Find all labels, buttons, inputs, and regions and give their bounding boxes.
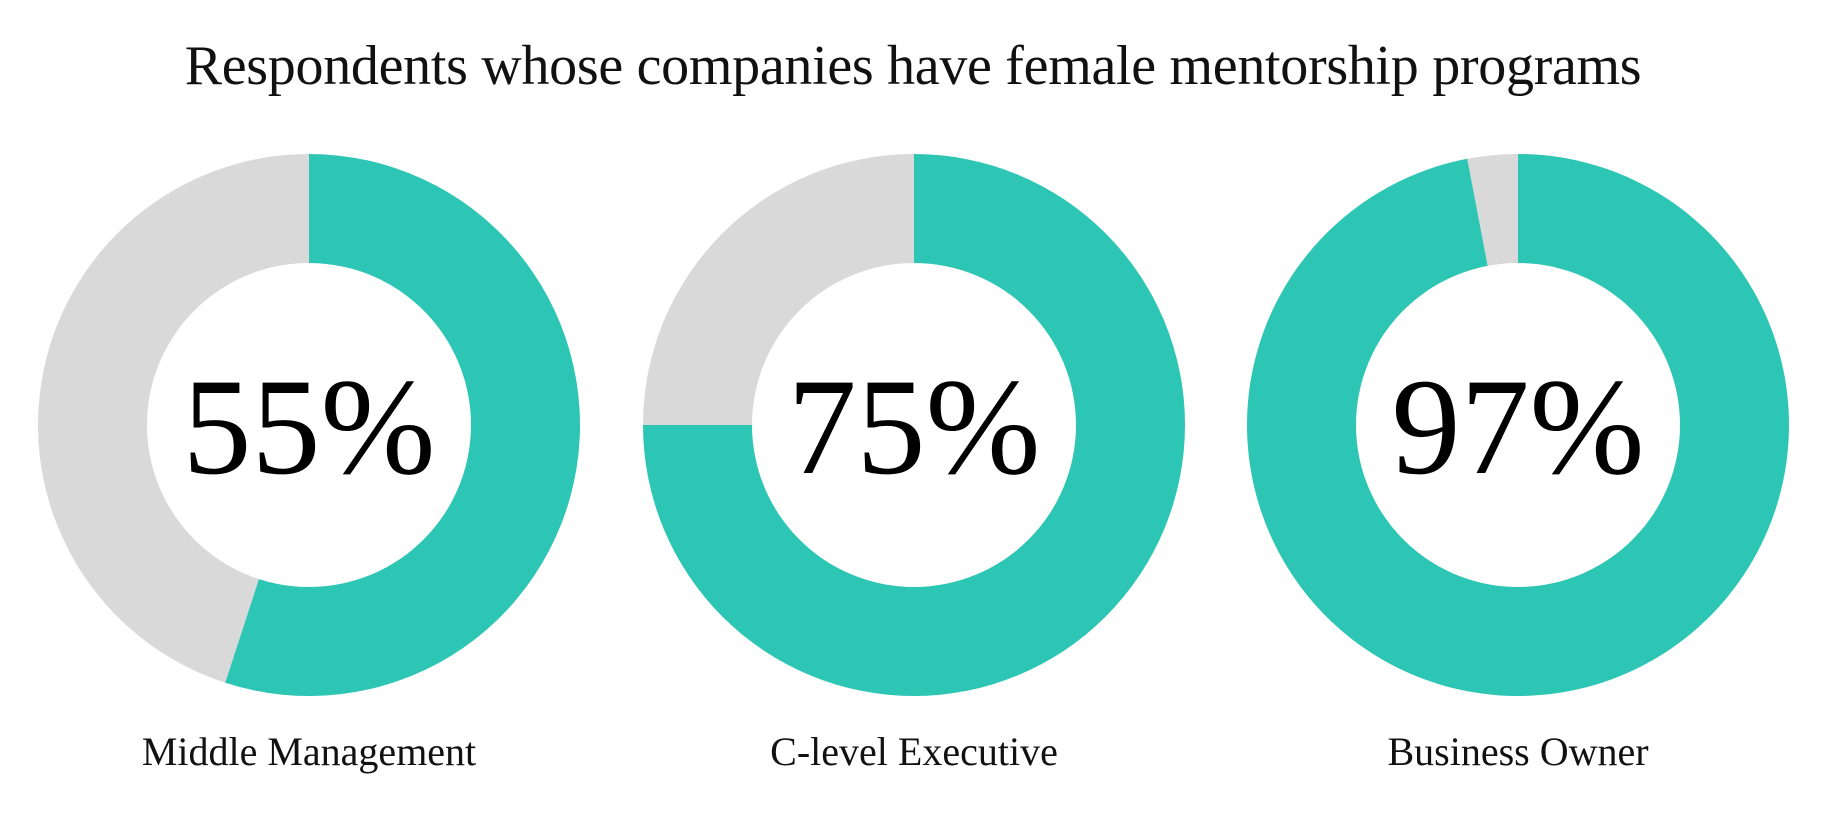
donut-remainder-slice [1467, 154, 1518, 266]
donut-value-slice [643, 154, 1185, 696]
percentage-label: 55% [183, 350, 436, 503]
percentage-label: 75% [788, 350, 1041, 503]
donut-value-slice [1247, 154, 1789, 696]
donut-remainder-slice [38, 154, 310, 683]
percentage-label: 97% [1392, 350, 1645, 503]
donut-value-slice [225, 154, 580, 696]
donut-middle-management: 55% Middle Management [38, 154, 580, 774]
chart-title: Respondents whose companies have female … [184, 35, 1642, 97]
category-label: Business Owner [1387, 729, 1648, 774]
category-label: Middle Management [142, 729, 476, 774]
donut-business-owner: 97% Business Owner [1247, 154, 1789, 774]
donut-remainder-slice [643, 154, 914, 425]
category-label: C-level Executive [770, 729, 1058, 774]
donut-c-level-executive: 75% C-level Executive [643, 154, 1185, 774]
